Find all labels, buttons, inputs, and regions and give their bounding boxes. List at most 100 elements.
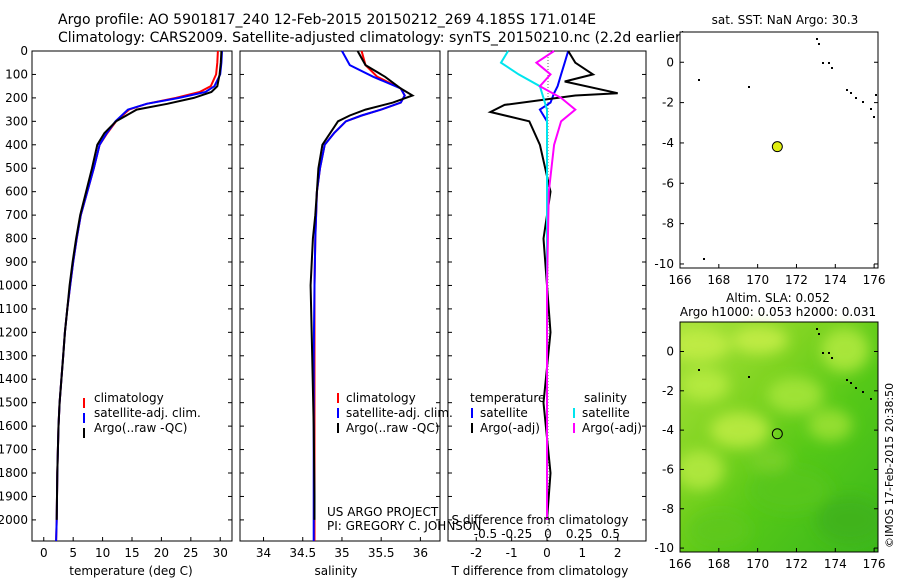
map-lon-tick: 168: [707, 557, 730, 571]
salinity-legend-sat: satellite-adj. clim.: [346, 406, 453, 420]
diff-tick-label-top: 0.25: [566, 527, 593, 541]
temperature-legend-clim: climatology: [94, 391, 164, 405]
sla-map-title2: Argo h1000: 0.053 h2000: 0.031: [680, 305, 876, 319]
depth-tick-label: 1100: [0, 302, 28, 316]
map-lat-tick: -6: [662, 176, 674, 190]
depth-tick-label: 600: [5, 185, 28, 199]
sst-coastline: [698, 38, 877, 260]
depth-tick-label: 1400: [0, 372, 28, 386]
sla-coastline: [698, 328, 872, 400]
map-lon-tick: 166: [669, 557, 692, 571]
map-lat-tick: -10: [654, 257, 674, 271]
depth-tick-label: 1900: [0, 489, 28, 503]
depth-tick-label: 1500: [0, 396, 28, 410]
temperature-xlabel: temperature (deg C): [69, 564, 192, 578]
diff-legend-sal-title: salinity: [584, 391, 627, 405]
difference-panel: -2 -1 0 1 2 -0.5 -0.25 0 0.25 0.5 temperature sal…: [447, 50, 647, 578]
diff-legend-sal-argo: Argo(-adj): [582, 421, 642, 435]
side-label: ©IMOS 17-Feb-2015 20:38:50: [883, 383, 896, 548]
salinity-tick-label: 36: [413, 546, 428, 560]
depth-tick-label: 100: [5, 67, 28, 81]
diff-legend-sal-sat: satellite: [582, 406, 630, 420]
map-lat-tick: -4: [662, 136, 674, 150]
salinity-legend-argo: Argo(..raw -QC): [346, 421, 439, 435]
salinity-legend: climatology satellite-adj. clim. Argo(..…: [337, 391, 453, 435]
series-climatology: [313, 50, 406, 541]
salinity-tick-label: 34.5: [289, 546, 316, 560]
diff-tick-label-bottom: -2: [470, 546, 482, 560]
header-line2: Climatology: CARS2009. Satellite-adjuste…: [58, 30, 686, 46]
depth-tick-label: 900: [5, 255, 28, 269]
series-satellite-adj-clim-: [55, 50, 223, 542]
temperature-tick-label: 5: [69, 546, 77, 560]
depth-tick-label: 1700: [0, 443, 28, 457]
sst-float-marker: [771, 141, 783, 153]
temperature-legend-argo: Argo(..raw -QC): [94, 421, 187, 435]
map-lat-tick: -4: [662, 423, 674, 437]
map-lon-tick: 168: [707, 273, 730, 287]
sst-map-title: sat. SST: NaN Argo: 30.3: [712, 13, 859, 27]
diff-tick-label-bottom: 1: [579, 546, 587, 560]
diff-legend-temp-title: temperature: [470, 391, 545, 405]
map-lon-tick: 172: [785, 273, 808, 287]
map-lon-tick: 170: [746, 273, 769, 287]
salinity-xlabel: salinity: [314, 564, 357, 578]
depth-tick-label: 0: [20, 44, 28, 58]
temperature-legend: climatology satellite-adj. clim. Argo(..…: [83, 391, 201, 438]
depth-tick-label: 500: [5, 161, 28, 175]
series-salinity-argo-adj-: [534, 50, 577, 520]
map-lon-tick: 176: [863, 273, 886, 287]
salinity-x-axis: 34 34.5 35 35.5 36: [256, 537, 428, 560]
series-satellite-adj-clim-: [312, 50, 406, 541]
map-lat-tick: -10: [654, 541, 674, 555]
diff-legend-temp-argo: Argo(-adj): [480, 421, 540, 435]
temperature-tick-label: 20: [154, 546, 169, 560]
sla-heatmap: [680, 322, 878, 552]
salinity-tick-label: 35.5: [368, 546, 395, 560]
map-lat-tick: -8: [662, 217, 674, 231]
series-argo-raw-qc-: [309, 50, 415, 520]
series-argo-raw-qc-: [55, 50, 223, 520]
sla-map-panel: Altim. SLA: 0.052 Argo h1000: 0.053 h200…: [654, 291, 885, 571]
diff-tick-label-bottom: 2: [614, 546, 622, 560]
depth-tick-label: 700: [5, 208, 28, 222]
map-lat-tick: -2: [662, 96, 674, 110]
map-lat-tick: -2: [662, 384, 674, 398]
depth-tick-label: 800: [5, 232, 28, 246]
depth-tick-label: 1000: [0, 278, 28, 292]
salinity-tick-label: 35: [334, 546, 349, 560]
diff-xlabel-bottom: T difference from climatology: [451, 564, 629, 578]
temperature-tick-label: 25: [183, 546, 198, 560]
sla-float-marker: [771, 428, 783, 440]
depth-tick-label: 400: [5, 138, 28, 152]
temperature-panel: 0100200300400500600700800900100011001200…: [0, 44, 646, 578]
depth-tick-label: 1200: [0, 325, 28, 339]
map-lon-tick: 174: [824, 557, 847, 571]
salinity-lines: [309, 50, 415, 541]
depth-tick-label: 1600: [0, 419, 28, 433]
series-temperature-argo-adj-: [487, 50, 618, 520]
sla-map-axes: 166 168 170 172 174 176 0 -2 -4 -6 -8 -10: [654, 344, 885, 571]
salinity-panel: 34 34.5 35 35.5 36 salinity climatology sate…: [239, 50, 481, 578]
temperature-tick-label: 0: [40, 546, 48, 560]
credit-project: US ARGO PROJECT: [327, 505, 439, 519]
depth-tick-label: 300: [5, 114, 28, 128]
temperature-tick-label: 10: [95, 546, 110, 560]
map-lon-tick: 176: [863, 557, 886, 571]
diff-xlabel-top: S difference from climatology: [452, 513, 629, 527]
difference-lines: [487, 50, 618, 520]
temperature-lines: [55, 50, 223, 542]
diff-tick-label-bottom: 0: [543, 546, 551, 560]
diff-tick-label-bottom: -1: [506, 546, 518, 560]
temperature-x-axis: 0 5 10 15 20 25 30: [40, 537, 228, 560]
diff-tick-label-top: -0.25: [501, 527, 532, 541]
header-line1: Argo profile: AO 5901817_240 12-Feb-2015…: [58, 12, 596, 28]
sst-map-axes: 166 168 170 172 174 176 0 -2 -4 -6 -8 -10: [654, 55, 885, 287]
map-lon-tick: 170: [746, 557, 769, 571]
series-salinity-satellite: [499, 50, 548, 520]
map-lat-tick: -6: [662, 462, 674, 476]
sla-map-title1: Altim. SLA: 0.052: [726, 291, 830, 305]
temperature-legend-sat: satellite-adj. clim.: [94, 406, 201, 420]
depth-axis: 0 100 200 300 400 500 600 700 800 900 1000 1100 1200…: [0, 44, 646, 527]
